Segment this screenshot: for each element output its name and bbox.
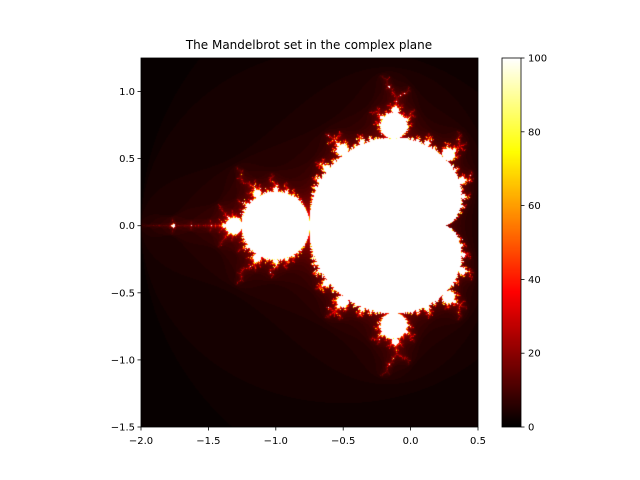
plot-area [141,58,478,427]
mandelbrot-heatmap [141,58,478,427]
colorbar-gradient [502,58,521,427]
x-tick-label: −1.5 [196,436,220,447]
colorbar-tick-label: 0 [528,423,534,434]
y-tick-label: 0.5 [119,154,135,165]
colorbar-area [502,58,521,427]
chart-title: The Mandelbrot set in the complex plane [185,38,432,52]
x-tick-label: −1.0 [264,436,288,447]
y-tick-label: 0.0 [119,221,135,232]
x-tick-label: 0.0 [403,436,419,447]
colorbar-tick-label: 80 [528,127,541,138]
y-axis: −1.5 −1.0 −0.5 0.0 0.5 1.0 [111,87,141,434]
y-tick-label: −0.5 [111,288,135,299]
colorbar-tick-label: 60 [528,201,541,212]
x-tick-label: 0.5 [470,436,486,447]
y-tick-label: −1.5 [111,423,135,434]
colorbar-axis: 0 20 40 60 80 100 [521,54,547,434]
plot-frame [140,57,479,428]
colorbar-frame [501,57,522,428]
colorbar-tick-label: 20 [528,349,541,360]
y-tick-label: −1.0 [111,355,135,366]
colorbar-tick-label: 40 [528,275,541,286]
x-tick-label: −0.5 [331,436,355,447]
x-tick-label: −2.0 [129,436,153,447]
colorbar-tick-label: 100 [528,54,547,65]
x-axis: −2.0 −1.5 −1.0 −0.5 0.0 0.5 [129,427,486,447]
y-tick-label: 1.0 [119,87,135,98]
